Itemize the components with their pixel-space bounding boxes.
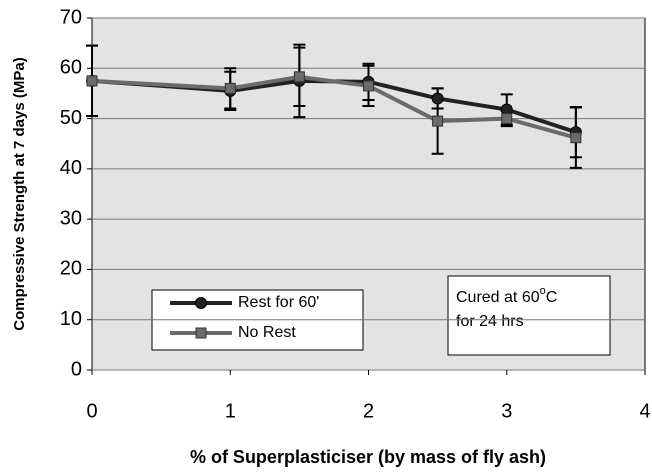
annotation-text: for 24 hrs	[456, 313, 524, 330]
marker	[195, 297, 207, 309]
annotation-text: Cured at 60	[456, 289, 540, 306]
x-tick-label: 3	[501, 400, 512, 422]
legend-label: No Rest	[238, 324, 296, 341]
marker	[432, 115, 444, 127]
x-axis-label: % of Superplasticiser (by mass of fly as…	[190, 447, 546, 467]
x-tick-label: 1	[225, 400, 236, 422]
y-tick-label: 60	[60, 57, 82, 79]
marker	[570, 132, 582, 144]
y-tick-label: 10	[60, 308, 82, 330]
marker	[86, 75, 98, 87]
y-axis-label: Compressive Strength at 7 days (MPa)	[11, 57, 28, 330]
y-tick-label: 20	[60, 258, 82, 280]
annotation-text: C	[546, 289, 558, 306]
x-tick-label: 2	[363, 400, 374, 422]
x-tick-label: 0	[86, 400, 97, 422]
y-tick-label: 70	[60, 6, 82, 28]
annotation: Cured at 60oC	[456, 285, 557, 306]
marker	[431, 92, 444, 105]
y-tick-label: 50	[60, 107, 82, 129]
marker	[363, 80, 374, 92]
marker	[224, 82, 236, 94]
y-tick-label: 30	[60, 207, 82, 229]
marker	[195, 327, 207, 339]
annotation-box	[447, 275, 611, 356]
marker	[293, 71, 305, 83]
x-tick-label: 4	[639, 400, 650, 422]
y-tick-label: 0	[71, 358, 82, 380]
y-tick-label: 40	[60, 157, 82, 179]
annotation-sup: o	[540, 285, 546, 297]
legend-label: Rest for 60'	[238, 294, 319, 311]
marker	[501, 113, 513, 125]
